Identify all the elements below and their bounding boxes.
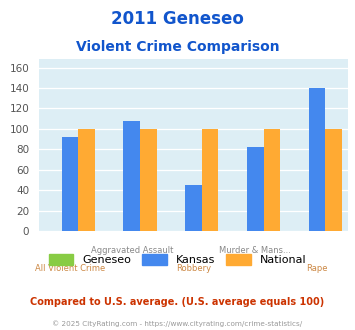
Bar (309, 88, 325, 231)
Text: Violent Crime Comparison: Violent Crime Comparison (76, 40, 279, 53)
Bar (140, 129, 157, 231)
Text: © 2025 CityRating.com - https://www.cityrating.com/crime-statistics/: © 2025 CityRating.com - https://www.city… (53, 320, 302, 327)
Bar (124, 121, 140, 231)
Bar (62, 137, 78, 231)
Bar (202, 129, 218, 231)
Text: Rape: Rape (306, 264, 328, 273)
Legend: Geneseo, Kansas, National: Geneseo, Kansas, National (46, 250, 309, 268)
Text: Aggravated Assault: Aggravated Assault (91, 246, 173, 255)
Bar (325, 129, 342, 231)
Text: Murder & Mans...: Murder & Mans... (219, 246, 291, 255)
Text: 2011 Geneseo: 2011 Geneseo (111, 10, 244, 28)
Text: All Violent Crime: All Violent Crime (35, 264, 105, 273)
Bar (247, 147, 263, 231)
Bar (78, 129, 95, 231)
Bar (185, 185, 202, 231)
Text: Robbery: Robbery (176, 264, 211, 273)
Bar (263, 129, 280, 231)
Text: Compared to U.S. average. (U.S. average equals 100): Compared to U.S. average. (U.S. average … (31, 297, 324, 307)
